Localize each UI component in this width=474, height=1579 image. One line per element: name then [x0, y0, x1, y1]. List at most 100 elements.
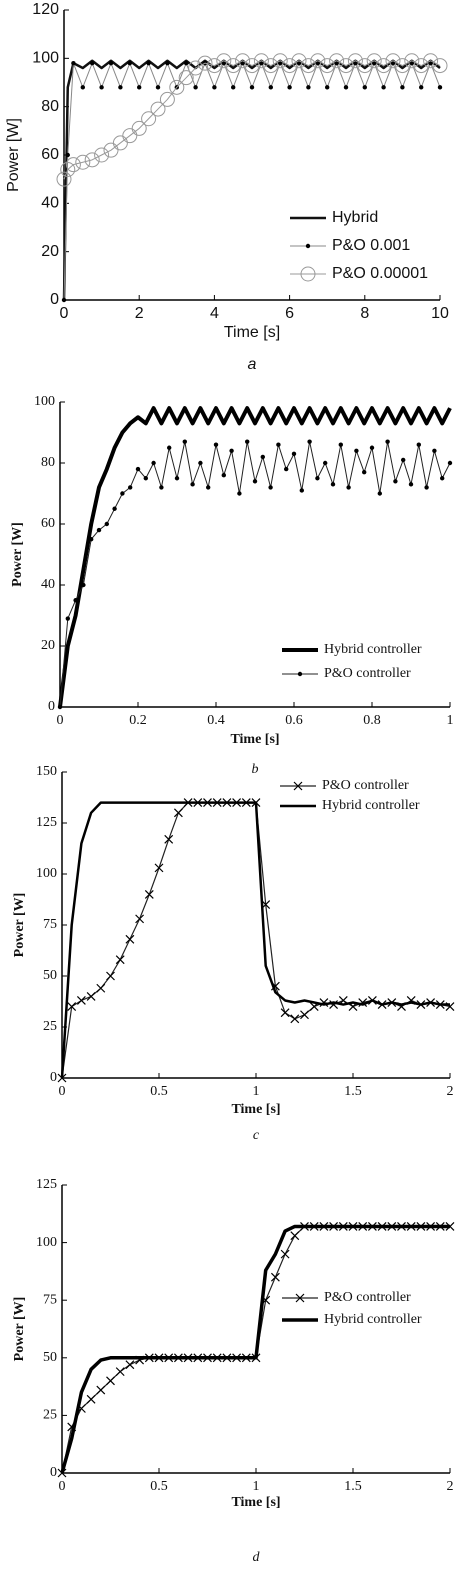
legend-label: P&O 0.001: [332, 237, 410, 254]
data-point: [325, 85, 330, 90]
series-line: [62, 59, 441, 301]
data-point: [144, 889, 154, 899]
data-point: [96, 527, 102, 533]
x-tick-label: 0.4: [207, 713, 225, 728]
data-point: [372, 60, 377, 66]
y-tick-label: 50: [43, 1350, 57, 1365]
data-point: [229, 448, 234, 453]
y-tick-label: 25: [43, 1019, 57, 1034]
data-point: [366, 53, 382, 69]
legend-marker: [293, 781, 303, 791]
caption: c: [253, 1128, 260, 1143]
chart-panel: 0 25 50 75 100 125 0 0.5 1 1.5 2 Time [s] Power [W] d…: [12, 1177, 455, 1565]
data-point: [244, 58, 260, 74]
data-point: [198, 460, 203, 466]
series-line: [60, 1224, 450, 1474]
data-point: [385, 439, 390, 444]
data-point: [428, 60, 433, 66]
data-point: [67, 1002, 77, 1012]
series-line: [63, 60, 441, 180]
y-tick-label: 75: [43, 917, 57, 932]
data-point: [362, 469, 367, 475]
data-point: [151, 460, 156, 466]
x-tick-label: 10: [431, 305, 449, 322]
x-tick-label: 2: [447, 1479, 454, 1494]
data-point: [432, 448, 437, 453]
data-point: [221, 473, 226, 478]
data-point: [447, 460, 453, 466]
data-point: [284, 466, 289, 472]
legend-marker: [295, 1293, 305, 1303]
data-point: [65, 616, 71, 621]
data-point: [353, 60, 358, 66]
y-axis-label: Power [W]: [10, 522, 25, 587]
data-point: [231, 85, 236, 90]
x-tick-label: 4: [210, 305, 219, 322]
data-point: [135, 914, 145, 924]
data-point: [61, 297, 67, 303]
legend-label: Hybrid: [332, 209, 378, 226]
data-point: [137, 85, 142, 90]
chart-panel: 0 20 40 60 80 100 0 0.2 0.4 0.6 0.8 1 Time [s] Power …: [10, 394, 453, 777]
y-tick-label: 40: [41, 195, 59, 212]
data-point: [299, 488, 304, 493]
x-tick-label: 2: [135, 305, 144, 322]
data-point: [108, 60, 114, 66]
data-point: [115, 955, 125, 965]
x-tick-label: 0: [59, 1084, 66, 1099]
data-point: [319, 58, 335, 74]
x-tick-label: 0: [60, 305, 69, 322]
y-tick-label: 100: [32, 50, 59, 67]
y-tick-label: 100: [34, 394, 55, 409]
x-axis-label: Time [s]: [231, 1495, 280, 1510]
data-point: [282, 58, 298, 74]
data-point: [174, 476, 180, 481]
data-point: [404, 53, 420, 69]
data-point: [362, 85, 367, 90]
data-point: [390, 60, 396, 66]
data-point: [268, 85, 273, 90]
data-point: [440, 476, 445, 481]
data-point: [154, 863, 164, 873]
data-point: [338, 442, 343, 447]
data-point: [167, 445, 172, 450]
data-point: [125, 934, 135, 944]
data-point: [315, 60, 320, 66]
y-tick-label: 0: [50, 291, 59, 308]
data-point: [169, 79, 185, 95]
caption: b: [252, 762, 259, 777]
data-point: [334, 60, 339, 66]
x-axis-label: Time [s]: [231, 1102, 280, 1117]
legend-label: Hybrid controller: [324, 642, 422, 657]
data-point: [276, 442, 281, 447]
data-point: [60, 162, 76, 177]
data-point: [270, 1272, 280, 1282]
x-tick-label: 0.5: [150, 1479, 168, 1494]
x-tick-label: 1: [253, 1084, 260, 1099]
data-point: [291, 451, 297, 457]
data-point: [96, 983, 106, 993]
data-point: [103, 142, 119, 158]
data-point: [354, 448, 359, 453]
x-tick-label: 0.8: [363, 713, 381, 728]
y-axis-label: Power [W]: [12, 893, 27, 958]
data-point: [128, 485, 133, 490]
data-point: [81, 582, 86, 588]
data-point: [310, 53, 326, 69]
data-point: [106, 1376, 115, 1386]
data-point: [245, 439, 250, 444]
data-point: [343, 85, 349, 90]
data-point: [182, 439, 187, 444]
data-point: [235, 53, 251, 69]
y-tick-label: 150: [36, 764, 57, 779]
y-tick-label: 100: [36, 866, 57, 881]
x-axis-label: Time [s]: [224, 324, 280, 341]
x-tick-label: 0.5: [150, 1084, 168, 1099]
data-point: [291, 53, 307, 69]
y-tick-label: 50: [43, 968, 57, 983]
data-point: [416, 442, 421, 447]
y-tick-label: 75: [43, 1292, 57, 1307]
data-point: [290, 1231, 300, 1241]
data-point: [94, 147, 110, 163]
